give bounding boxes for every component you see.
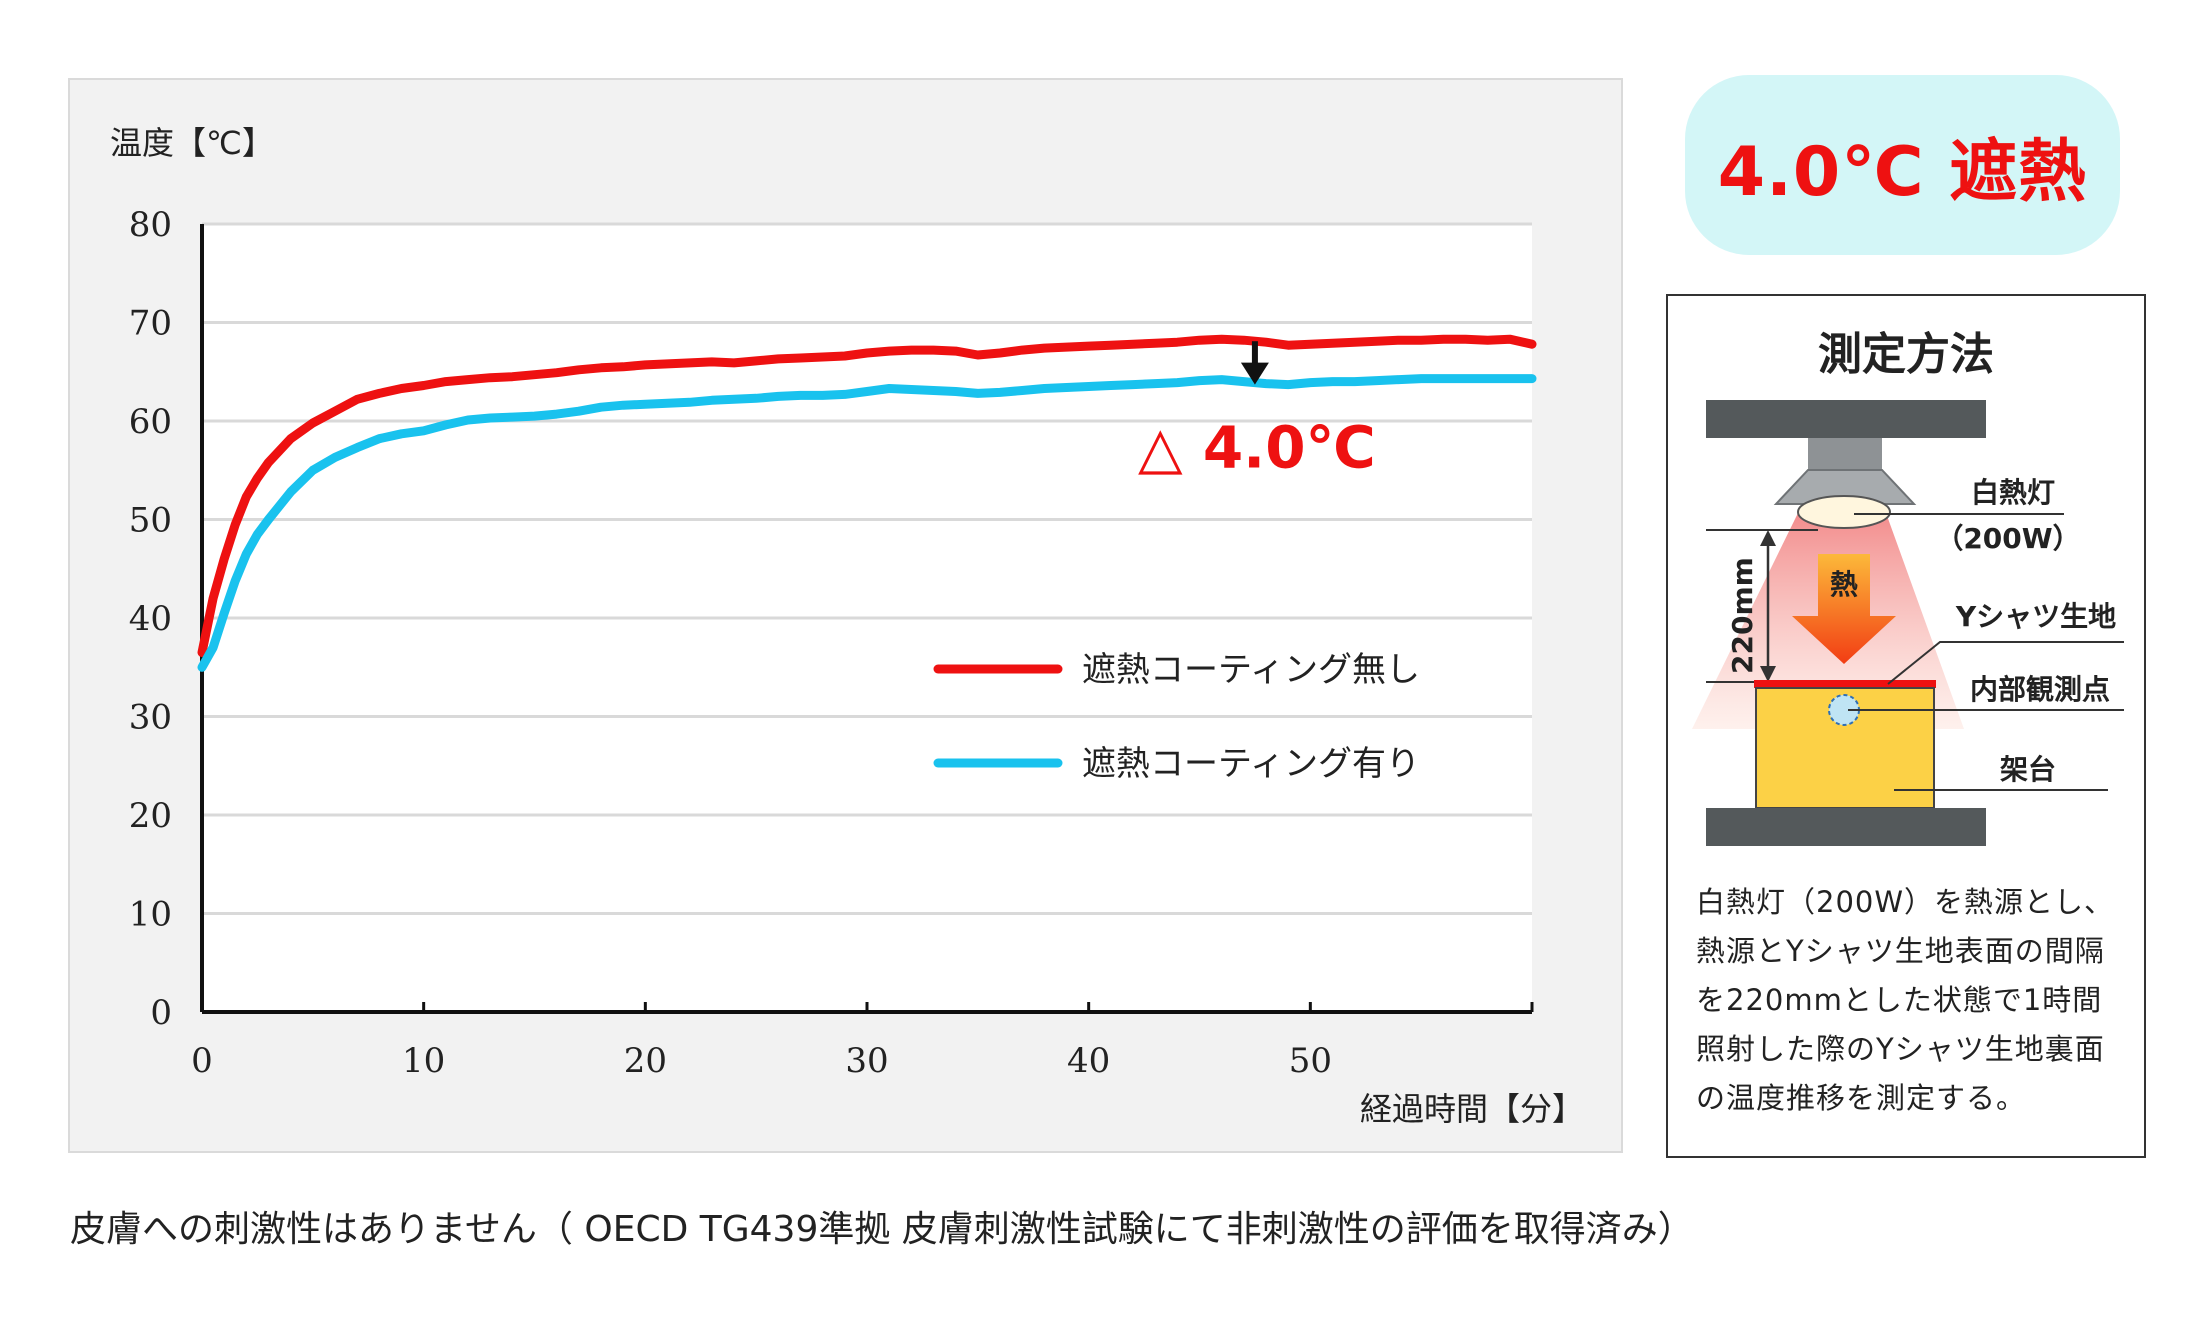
y-tick-label: 50 bbox=[129, 501, 172, 541]
distance-arrow-top-head bbox=[1760, 530, 1776, 546]
measurement-diagram: 220mm 熱 白熱灯 （200W） Yシャツ生地 内部観測点 架台 bbox=[1692, 400, 2124, 846]
x-tick-label: 30 bbox=[845, 1041, 888, 1081]
x-axis-title: 経過時間【分】 bbox=[1360, 1090, 1584, 1128]
y-tick-label: 0 bbox=[150, 993, 172, 1033]
light-bulb bbox=[1797, 495, 1891, 529]
series-line-with-coating bbox=[197, 374, 1537, 672]
lamp-socket bbox=[1808, 438, 1882, 470]
fabric-layer bbox=[1754, 680, 1936, 688]
distance-arrow-bottom-head bbox=[1760, 666, 1776, 682]
lamp-power-label: （200W） bbox=[1935, 522, 2080, 555]
x-tick-label: 40 bbox=[1067, 1041, 1110, 1081]
bottom-plate bbox=[1706, 808, 1986, 846]
y-tick-label: 40 bbox=[129, 599, 172, 639]
lamp-label: 白熱灯 bbox=[1971, 476, 2055, 509]
top-plate bbox=[1706, 400, 1986, 438]
heat-arrow bbox=[1792, 554, 1896, 664]
y-tick-label: 20 bbox=[129, 796, 172, 836]
chart-panel: 0 10 20 30 40 50 60 70 80 0 10 20 30 40 50 温度【℃】 経過時間【… bbox=[68, 78, 1623, 1153]
fabric-leader-line bbox=[1887, 641, 2124, 685]
observation-point-label: 内部観測点 bbox=[1970, 673, 2110, 706]
series-line-no-coating bbox=[197, 334, 1537, 657]
x-tick-label: 10 bbox=[402, 1041, 445, 1081]
stand-label: 架台 bbox=[2000, 753, 2056, 786]
y-tick-label: 80 bbox=[129, 205, 172, 245]
fabric-label: Yシャツ生地 bbox=[1955, 600, 2116, 633]
legend-label-no-coating: 遮熱コーティング無し bbox=[1082, 650, 1420, 690]
y-tick-label: 70 bbox=[129, 304, 172, 344]
y-tick-label: 10 bbox=[129, 895, 172, 935]
y-tick-label: 30 bbox=[129, 698, 172, 738]
method-description: 白熱灯（200W）を熱源とし、熱源とYシャツ生地表面の間隔を220mmとした状態… bbox=[1696, 885, 2115, 1115]
measurement-method-box: 測定方法 220mm 熱 白熱灯 bbox=[1666, 294, 2146, 1158]
chart-legend: 遮熱コーティング無し 遮熱コーティング有り bbox=[933, 650, 1420, 784]
distance-label: 220mm bbox=[1726, 557, 1759, 674]
footnote: 皮膚への刺激性はありません（ OECD TG439準拠 皮膚刺激性試験にて非刺激… bbox=[70, 1209, 1694, 1250]
heat-label: 熱 bbox=[1830, 568, 1858, 601]
difference-arrow-head bbox=[1240, 362, 1269, 385]
y-axis-title: 温度【℃】 bbox=[110, 124, 274, 162]
x-tick-label: 50 bbox=[1289, 1041, 1332, 1081]
lamp-shade bbox=[1773, 469, 1917, 505]
method-title: 測定方法 bbox=[1818, 329, 1994, 380]
y-tick-label: 60 bbox=[129, 402, 172, 442]
delta-annotation: △ 4.0℃ bbox=[1138, 413, 1376, 481]
x-tick-label: 20 bbox=[624, 1041, 667, 1081]
heat-shield-badge: 4.0℃ 遮熱 bbox=[1685, 75, 2120, 255]
temperature-chart: 0 10 20 30 40 50 60 70 80 0 10 20 30 40 50 温度【℃】 経過時間【… bbox=[110, 124, 1584, 1128]
badge-text: 4.0℃ 遮熱 bbox=[1717, 132, 2088, 212]
legend-label-with-coating: 遮熱コーティング有り bbox=[1082, 744, 1420, 784]
x-tick-label: 0 bbox=[191, 1041, 213, 1081]
